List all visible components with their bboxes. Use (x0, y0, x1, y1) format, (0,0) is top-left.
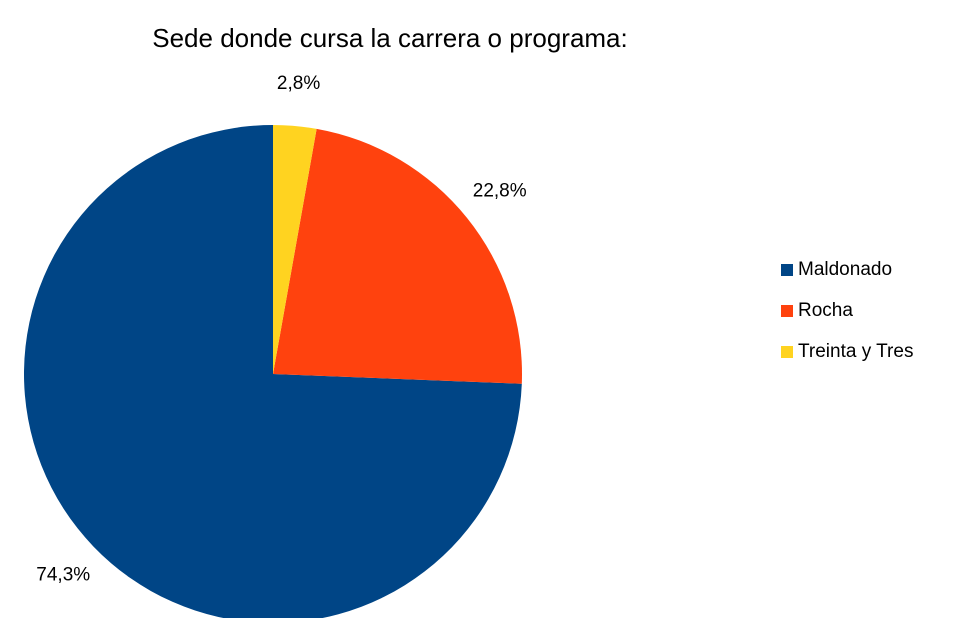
data-label: 2,8% (277, 73, 320, 94)
chart-title: Sede donde cursa la carrera o programa: (152, 23, 628, 53)
pie-slice (24, 125, 522, 618)
legend-label: Maldonado (798, 259, 892, 280)
data-label: 22,8% (473, 181, 527, 202)
legend-swatch (781, 346, 793, 358)
legend-label: Treinta y Tres (798, 341, 913, 362)
legend-swatch (781, 305, 793, 317)
pie-slice (273, 125, 317, 374)
legend-swatch (781, 264, 793, 276)
data-label: 74,3% (36, 565, 90, 586)
legend-label: Rocha (798, 300, 853, 321)
pie-slice (273, 128, 522, 384)
